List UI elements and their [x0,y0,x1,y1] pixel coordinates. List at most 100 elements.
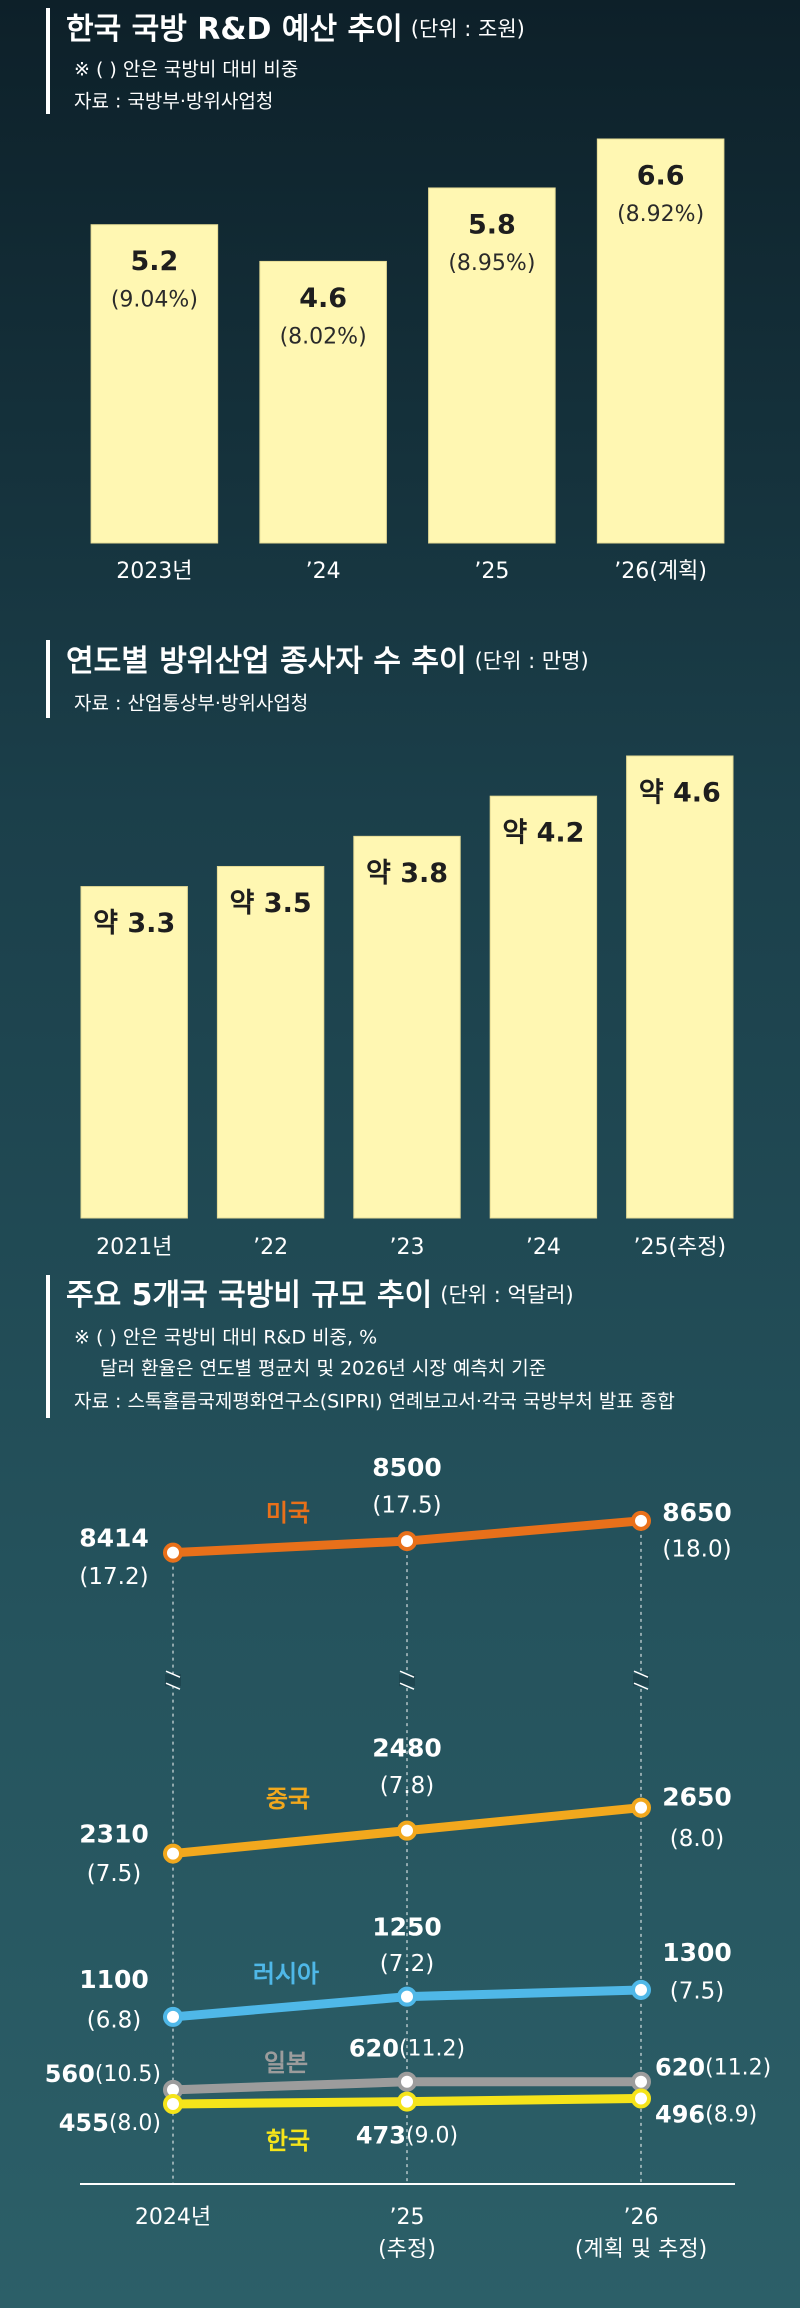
note: ※ ( ) 안은 국방비 대비 비중 [74,59,298,81]
break-gap [399,1674,415,1687]
x-tick-label: ’24 [306,559,341,584]
point [631,1979,651,2000]
legend-label: 미국 [266,1499,310,1527]
legend-label: 러시아 [253,1960,319,1988]
source: 자료 : 국방부·방위사업청 [74,91,273,113]
unit-label: (단위 : 억달러) [440,1283,573,1307]
bar [259,260,387,544]
point-label: 455(8.0) [59,2109,161,2137]
point [631,2088,651,2109]
point-label: 560(10.5) [45,2060,161,2088]
point [397,2071,417,2092]
point [163,1843,183,1864]
value-label: 473 [356,2122,406,2150]
value-label: 496 [655,2100,705,2128]
value-label: 5.8 [468,209,516,240]
value-label: 4.6 [299,283,347,314]
value-label: 620 [349,2035,399,2063]
point [631,1797,651,1818]
axis-break [399,1670,415,1690]
x-tick-note: (계획 및 추정) [575,2237,707,2262]
unit-label: (단위 : 만명) [475,649,589,673]
share-label: (8.9) [705,2102,757,2127]
share-label: (10.5) [95,2062,161,2087]
value-label: 약 4.6 [639,778,721,809]
section-accent [46,640,50,718]
point [397,1531,417,1552]
break-gap [165,1674,181,1687]
title-line: 주요 5개국 국방비 규모 추이 (단위 : 억달러) [66,1278,574,1313]
axis-break [165,1670,181,1690]
point [163,2094,183,2114]
value-label: 약 3.3 [93,908,175,939]
unit-label: (단위 : 조원) [411,17,525,41]
value-label: 약 4.2 [502,818,584,849]
share-label: (7.5) [87,1861,142,1887]
share-label: (8.95%) [448,251,535,276]
x-tick-label: ’25 [474,559,509,584]
point-label: 620(11.2) [349,2035,465,2063]
point [163,2006,183,2027]
value-label: 1250 [372,1913,442,1942]
source: 자료 : 산업통상부·방위사업청 [74,693,308,715]
chart-title: 연도별 방위산업 종사자 수 추이 [66,644,467,679]
title-line: 한국 국방 R&D 예산 추이 (단위 : 조원) [66,12,525,47]
share-label: (8.0) [670,1826,725,1852]
share-label: (11.2) [705,2056,771,2081]
share-label: (17.2) [79,1564,148,1590]
value-label: 8500 [372,1453,442,1482]
x-tick-label: ’25(추정) [633,1235,726,1260]
point [163,1542,183,1563]
value-label: 8650 [662,1498,732,1527]
share-label: (11.2) [399,2037,465,2062]
share-label: (8.0) [109,2111,161,2136]
chart-title: 한국 국방 R&D 예산 추이 [66,12,403,47]
value-label: 약 3.8 [366,858,448,889]
value-label: 1300 [662,1938,732,1967]
x-tick-label: ’25 [390,2205,425,2230]
legend-label: 일본 [264,2049,308,2077]
break-gap [633,1674,649,1687]
value-label: 6.6 [637,161,685,192]
section-accent [46,1275,50,1418]
share-label: (6.8) [87,2007,142,2033]
bar [90,224,219,544]
bar [428,187,556,544]
value-label: 1100 [79,1965,149,1994]
value-label: 2310 [79,1820,149,1849]
x-tick-label: ’26 [624,2205,659,2230]
point-label: 496(8.9) [655,2100,757,2128]
point [397,2091,417,2112]
share-label: (7.2) [380,1951,435,1977]
x-tick-label: 2021년 [96,1235,172,1260]
bar [216,865,325,1219]
value-label: 560 [45,2060,95,2088]
point-label: 473(9.0) [356,2122,458,2150]
value-label: 약 3.5 [230,888,312,919]
note: 달러 환율은 연도별 평균치 및 2026년 시장 예측치 기준 [100,1358,546,1380]
value-label: 5.2 [130,246,178,277]
x-tick-note: (추정) [378,2237,436,2262]
value-label: 2650 [662,1783,732,1812]
share-label: (18.0) [662,1536,731,1562]
x-tick-label: ’26(계획) [614,559,707,584]
source: 자료 : 스톡홀름국제평화연구소(SIPRI) 연례보고서·각국 국방부처 발표… [74,1391,675,1413]
value-label: 620 [655,2054,705,2082]
value-label: 455 [59,2109,109,2137]
x-tick-label: ’22 [253,1235,288,1260]
value-label: 8414 [79,1524,149,1553]
x-tick-label: ’23 [390,1235,425,1260]
bar [626,755,734,1219]
point [397,1986,417,2007]
bar [353,835,461,1219]
share-label: (8.02%) [280,324,367,349]
x-tick-label: 2023년 [116,559,192,584]
share-label: (7.5) [670,1978,725,2004]
chart-title: 주요 5개국 국방비 규모 추이 [66,1278,432,1313]
point-label: 620(11.2) [655,2054,771,2082]
x-tick-label: ’24 [526,1235,561,1260]
point [631,1510,651,1531]
note: ※ ( ) 안은 국방비 대비 R&D 비중, % [74,1327,377,1349]
